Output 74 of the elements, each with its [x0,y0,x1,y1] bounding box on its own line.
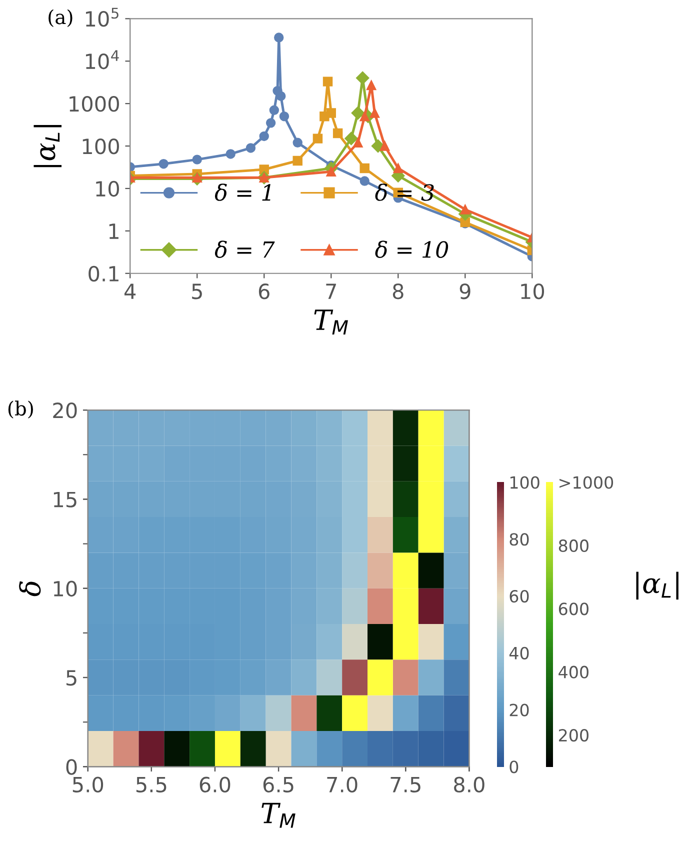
color-bar-label: 60 [510,590,529,603]
color-bar-label: 200 [558,729,588,742]
y-tick-label: 1 [109,224,118,239]
point [360,163,370,174]
color-bar-label: 400 [558,666,588,678]
color-bar-label: 0 [510,760,518,774]
x-tick-label: 6 [258,283,270,300]
point [274,32,284,42]
legend-label: δ = 7 [214,240,275,258]
color-bar-label: >1000 [560,476,614,489]
point [393,163,403,174]
point [460,204,470,214]
point [326,108,336,118]
point [276,91,286,101]
y-tick-label: 0.1 [88,266,118,282]
point [292,138,302,148]
legend-label: δ = 10 [375,240,448,258]
point [269,105,280,116]
color-bar-label: 600 [558,602,588,616]
y-axis-title: |α$_{L}$| [34,125,62,168]
y-tick-label: 10 [96,180,119,197]
text: (a) [48,9,72,28]
point [351,106,365,120]
point [226,149,236,159]
x-axis-title: T$_{M}$ [262,802,296,828]
y-tick-label: 10 [54,580,77,597]
point [266,118,276,128]
x-tick-label: 10 [521,283,544,300]
color-bar-label: 100 [510,476,540,489]
x-tick-label: 8 [392,283,404,300]
x-tick-label: 5.0 [72,776,104,792]
point [312,134,323,144]
color-bar-title: |α$_{L}$| [636,572,678,600]
point [279,111,290,122]
x-tick-label: 8.0 [454,776,484,792]
x-tick-label: 5 [192,284,202,300]
x-axis-title: T$_{M}$ [314,310,348,334]
point [332,128,343,138]
y-tick-label: 5 [66,670,76,686]
color-bar-label: 80 [510,533,529,546]
y-tick-label: 20 [53,402,77,418]
x-tick-label: 7 [326,284,336,299]
x-tick-label: 7.5 [390,777,420,792]
x-tick-label: 5.5 [136,777,166,792]
point [353,138,363,148]
x-tick-label: 7.0 [327,776,358,792]
point [158,159,168,169]
color-bar-label: 40 [509,646,529,660]
y-tick-label: 10$^{5}$ [86,8,118,27]
point [360,176,370,186]
y-tick-label: 100 [82,138,119,154]
y-axis-title: δ [19,581,41,596]
color-bar-label: 20 [510,704,529,716]
y-tick-label: 0 [66,759,77,775]
point [344,132,358,146]
x-tick-label: 6.5 [263,776,294,792]
y-tick-label: 1000 [70,96,119,112]
point [246,143,256,153]
point [366,80,376,90]
x-tick-label: 6.0 [200,776,230,792]
y-tick-label: 15 [54,492,76,508]
text: (b) [8,400,33,418]
point [192,154,202,164]
x-tick-label: 9 [460,283,470,300]
color-bar-label: 800 [558,539,588,552]
point [322,76,333,86]
legend-label: δ = 1 [214,184,270,201]
point [259,131,269,142]
point [370,108,380,118]
point [292,156,302,166]
point [356,71,370,85]
point [380,141,390,151]
y-tick-label: 10$^{4}$ [86,50,119,70]
x-tick-label: 4 [124,284,136,299]
